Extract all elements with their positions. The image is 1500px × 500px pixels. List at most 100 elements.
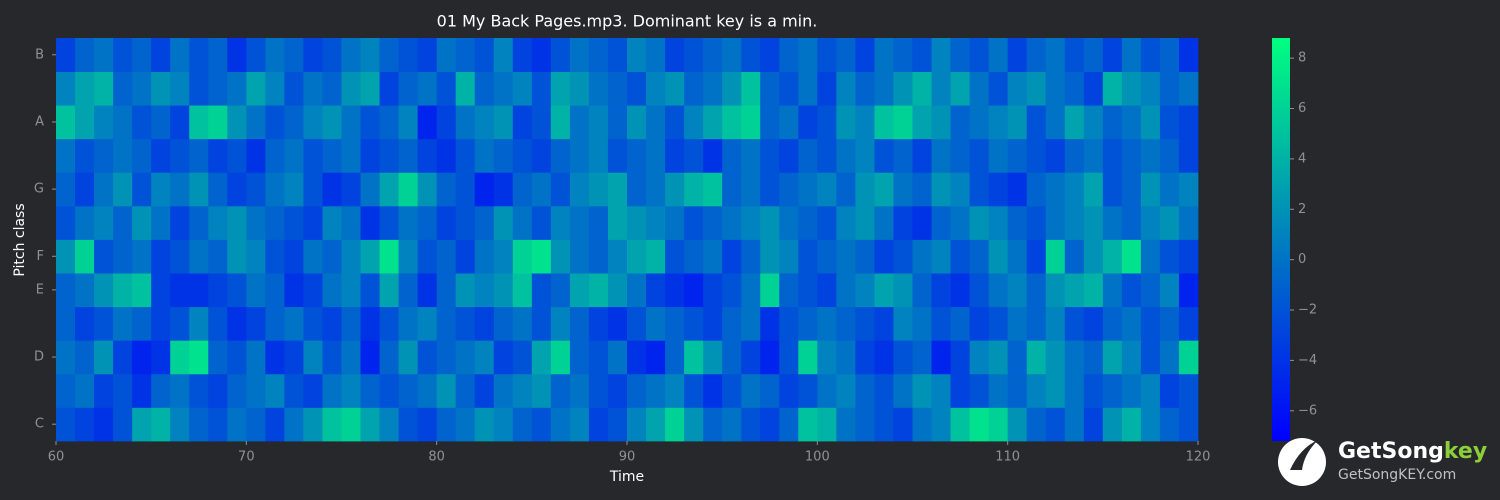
heatmap-cell (265, 138, 285, 173)
heatmap-cell (722, 205, 742, 240)
heatmap-cell (417, 172, 438, 207)
heatmap-cell (722, 105, 742, 140)
heatmap-cell (1007, 105, 1028, 140)
heatmap-cell (1045, 373, 1066, 408)
heatmap-cell (874, 273, 894, 308)
heatmap-cell (303, 172, 323, 207)
heatmap-cell (512, 138, 533, 173)
heatmap-cell (760, 138, 780, 173)
heatmap-cell (398, 172, 419, 207)
heatmap-cell (969, 105, 990, 140)
heatmap-cell (1064, 407, 1085, 442)
heatmap-cell (75, 205, 95, 240)
heatmap-cell (360, 71, 380, 106)
heatmap-cell (56, 38, 76, 72)
heatmap-cell (1083, 71, 1104, 106)
heatmap-cell (208, 340, 228, 375)
heatmap-cell (113, 205, 133, 240)
heatmap-cell (1083, 340, 1104, 375)
heatmap-cell (817, 138, 837, 173)
heatmap-cell (722, 373, 742, 408)
heatmap-cell (170, 407, 190, 442)
heatmap-cell (798, 373, 818, 408)
heatmap-cell (893, 138, 913, 173)
heatmap-cell (1102, 373, 1123, 408)
heatmap-cell (817, 407, 837, 442)
heatmap-cell (779, 172, 799, 207)
heatmap-cell (588, 239, 609, 274)
heatmap-cell (607, 340, 628, 375)
heatmap-cell (75, 138, 95, 173)
heatmap-cell (550, 306, 571, 341)
heatmap-cell (798, 138, 818, 173)
heatmap-cell (874, 71, 894, 106)
heatmap-cell (607, 172, 628, 207)
heatmap-cell (113, 306, 133, 341)
heatmap-cell (1083, 38, 1104, 72)
heatmap-cell (189, 138, 209, 173)
heatmap-cell (132, 138, 152, 173)
heatmap-cell (817, 373, 837, 408)
heatmap-cell (1045, 205, 1066, 240)
heatmap-cell (1083, 138, 1104, 173)
heatmap-cell (569, 373, 590, 408)
heatmap-cell (303, 105, 323, 140)
heatmap-cell (170, 273, 190, 308)
heatmap-cell (798, 172, 818, 207)
heatmap-cell (969, 373, 990, 408)
heatmap-cell (265, 172, 285, 207)
heatmap-cell (1045, 172, 1066, 207)
heatmap-cell (855, 273, 875, 308)
heatmap-cell (265, 205, 285, 240)
heatmap-cell (684, 340, 704, 375)
heatmap-cell (550, 239, 571, 274)
heatmap-cell (151, 273, 171, 308)
colorbar (1272, 38, 1290, 441)
heatmap-cell (1045, 239, 1066, 274)
heatmap-cell (227, 38, 247, 72)
heatmap-cell (1007, 407, 1028, 442)
y-tick-label: A (35, 114, 44, 129)
heatmap-cell (531, 71, 552, 106)
heatmap-cell (94, 38, 114, 72)
heatmap-cell (588, 172, 609, 207)
heatmap-cell (855, 105, 875, 140)
x-tick-label: 100 (805, 450, 830, 465)
heatmap-cell (760, 373, 780, 408)
heatmap-cell (607, 373, 628, 408)
heatmap-cell (246, 172, 266, 207)
heatmap-cell (550, 138, 571, 173)
heatmap-cell (1140, 407, 1161, 442)
heatmap-cell (760, 205, 780, 240)
heatmap-cell (341, 71, 361, 106)
heatmap-cell (741, 105, 761, 140)
heatmap-cell (113, 407, 133, 442)
heatmap-cell (132, 172, 152, 207)
heatmap-cell (722, 71, 742, 106)
heatmap-cell (75, 373, 95, 408)
heatmap-cell (817, 273, 837, 308)
heatmap-cell (912, 71, 932, 106)
heatmap-cell (398, 340, 419, 375)
heatmap-cell (94, 172, 114, 207)
heatmap-cell (1102, 38, 1123, 72)
heatmap-cell (189, 340, 209, 375)
heatmap-cell (75, 38, 95, 72)
heatmap-cell (436, 273, 457, 308)
colorbar-tick-label: −2 (1298, 303, 1317, 318)
heatmap-cell (132, 38, 152, 72)
heatmap-cell (132, 373, 152, 408)
heatmap-cell (836, 172, 856, 207)
heatmap-cell (151, 105, 171, 140)
heatmap-cell (1178, 239, 1199, 274)
heatmap-cell (379, 205, 399, 240)
heatmap-cell (189, 239, 209, 274)
heatmap-cell (779, 71, 799, 106)
heatmap-cell (1102, 340, 1123, 375)
heatmap-cell (607, 38, 628, 72)
heatmap-cell (341, 138, 361, 173)
heatmap-cell (760, 71, 780, 106)
heatmap-cell (931, 340, 951, 375)
heatmap-cell (113, 273, 133, 308)
